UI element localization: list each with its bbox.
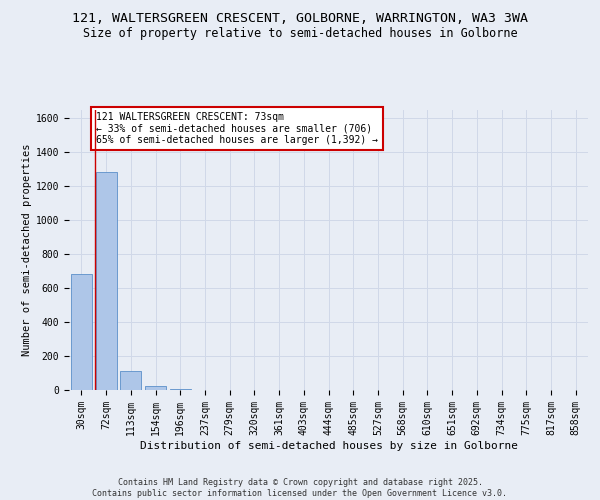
X-axis label: Distribution of semi-detached houses by size in Golborne: Distribution of semi-detached houses by …: [139, 440, 517, 450]
Bar: [170, 389, 191, 390]
Text: Size of property relative to semi-detached houses in Golborne: Size of property relative to semi-detach…: [83, 28, 517, 40]
Y-axis label: Number of semi-detached properties: Number of semi-detached properties: [22, 144, 32, 356]
Text: 121 WALTERSGREEN CRESCENT: 73sqm
← 33% of semi-detached houses are smaller (706): 121 WALTERSGREEN CRESCENT: 73sqm ← 33% o…: [95, 112, 377, 146]
Bar: [71, 274, 92, 390]
Bar: [120, 372, 141, 390]
Bar: [95, 172, 116, 390]
Text: 121, WALTERSGREEN CRESCENT, GOLBORNE, WARRINGTON, WA3 3WA: 121, WALTERSGREEN CRESCENT, GOLBORNE, WA…: [72, 12, 528, 26]
Text: Contains HM Land Registry data © Crown copyright and database right 2025.
Contai: Contains HM Land Registry data © Crown c…: [92, 478, 508, 498]
Bar: [145, 386, 166, 390]
